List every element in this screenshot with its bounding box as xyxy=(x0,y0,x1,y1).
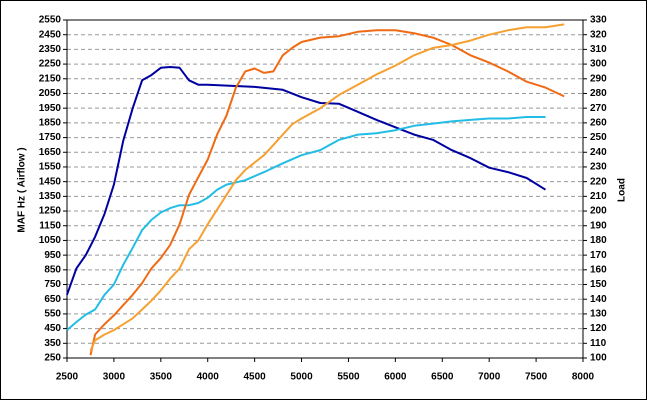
x-tick-label: 2500 xyxy=(56,372,79,383)
series-line xyxy=(89,29,565,356)
y-tick-label: 1150 xyxy=(39,220,61,231)
y2-tick-label: 170 xyxy=(590,250,607,261)
y-tick-label: 350 xyxy=(44,338,61,349)
y-tick-label: 2050 xyxy=(39,88,62,99)
y-tick-label: 650 xyxy=(44,294,61,305)
y-tick-label: 1750 xyxy=(39,132,62,143)
x-tick-label: 4500 xyxy=(244,372,267,383)
x-tick-label: 3000 xyxy=(103,372,126,383)
y2-tick-label: 310 xyxy=(590,44,607,55)
y2-tick-label: 320 xyxy=(590,29,607,40)
y2-tick-label: 200 xyxy=(590,206,607,217)
y2-tick-label: 280 xyxy=(590,88,607,99)
y2-tick-label: 230 xyxy=(590,162,607,173)
y2-tick-label: 260 xyxy=(590,118,607,129)
y-tick-label: 1450 xyxy=(39,176,62,187)
y-tick-label: 2550 xyxy=(39,15,62,26)
y-tick-label: 1050 xyxy=(39,235,62,246)
y-tick-label: 550 xyxy=(44,309,61,320)
y-tick-label: 2350 xyxy=(39,44,62,55)
y2-tick-label: 120 xyxy=(590,323,607,334)
x-tick-label: 7500 xyxy=(525,372,548,383)
y2-tick-label: 250 xyxy=(590,132,607,143)
series-line xyxy=(89,23,565,352)
y2-tick-label: 190 xyxy=(590,220,607,231)
x-tick-label: 5500 xyxy=(337,372,360,383)
y2-tick-label: 160 xyxy=(590,264,607,275)
y-tick-label: 2450 xyxy=(39,29,62,40)
plot-border xyxy=(66,19,584,359)
x-tick-label: 5000 xyxy=(290,372,313,383)
y-tick-label: 1850 xyxy=(39,118,62,129)
y-tick-label: 1550 xyxy=(39,162,62,173)
y2-tick-label: 150 xyxy=(590,279,607,290)
y2-tick-label: 240 xyxy=(590,147,607,158)
y2-tick-label: 330 xyxy=(590,15,607,26)
y-tick-label: 750 xyxy=(44,279,61,290)
y2-tick-label: 210 xyxy=(590,191,607,202)
y-tick-label: 1650 xyxy=(39,147,62,158)
y-tick-label: 1350 xyxy=(39,191,62,202)
y2-tick-label: 110 xyxy=(590,338,607,349)
y-tick-label: 1950 xyxy=(39,103,62,114)
y-tick-label: 1250 xyxy=(39,206,62,217)
y2-tick-label: 220 xyxy=(590,176,607,187)
y2-tick-label: 270 xyxy=(590,103,607,114)
x-tick-label: 4000 xyxy=(197,372,220,383)
y2-tick-label: 130 xyxy=(590,309,607,320)
y-tick-label: 950 xyxy=(44,250,61,261)
x-tick-label: 8000 xyxy=(572,372,595,383)
y2-tick-label: 140 xyxy=(590,294,607,305)
y2-tick-label: 300 xyxy=(590,59,607,70)
y-axis-label: MAF Hz ( Airflow ) xyxy=(17,147,28,232)
x-tick-label: 7000 xyxy=(478,372,501,383)
y2-axis-label: Load xyxy=(617,178,628,202)
y-tick-label: 850 xyxy=(44,264,61,275)
y2-tick-label: 100 xyxy=(590,353,607,364)
y-tick-label: 250 xyxy=(44,353,61,364)
y-tick-label: 2150 xyxy=(39,73,62,84)
y-tick-label: 450 xyxy=(44,323,61,334)
x-tick-label: 3500 xyxy=(150,372,173,383)
series-line xyxy=(66,66,547,296)
y2-tick-label: 290 xyxy=(590,73,607,84)
series-line xyxy=(66,116,546,331)
y-tick-label: 2250 xyxy=(39,59,62,70)
x-tick-label: 6000 xyxy=(384,372,407,383)
y2-tick-label: 180 xyxy=(590,235,607,246)
x-tick-label: 6500 xyxy=(431,372,454,383)
